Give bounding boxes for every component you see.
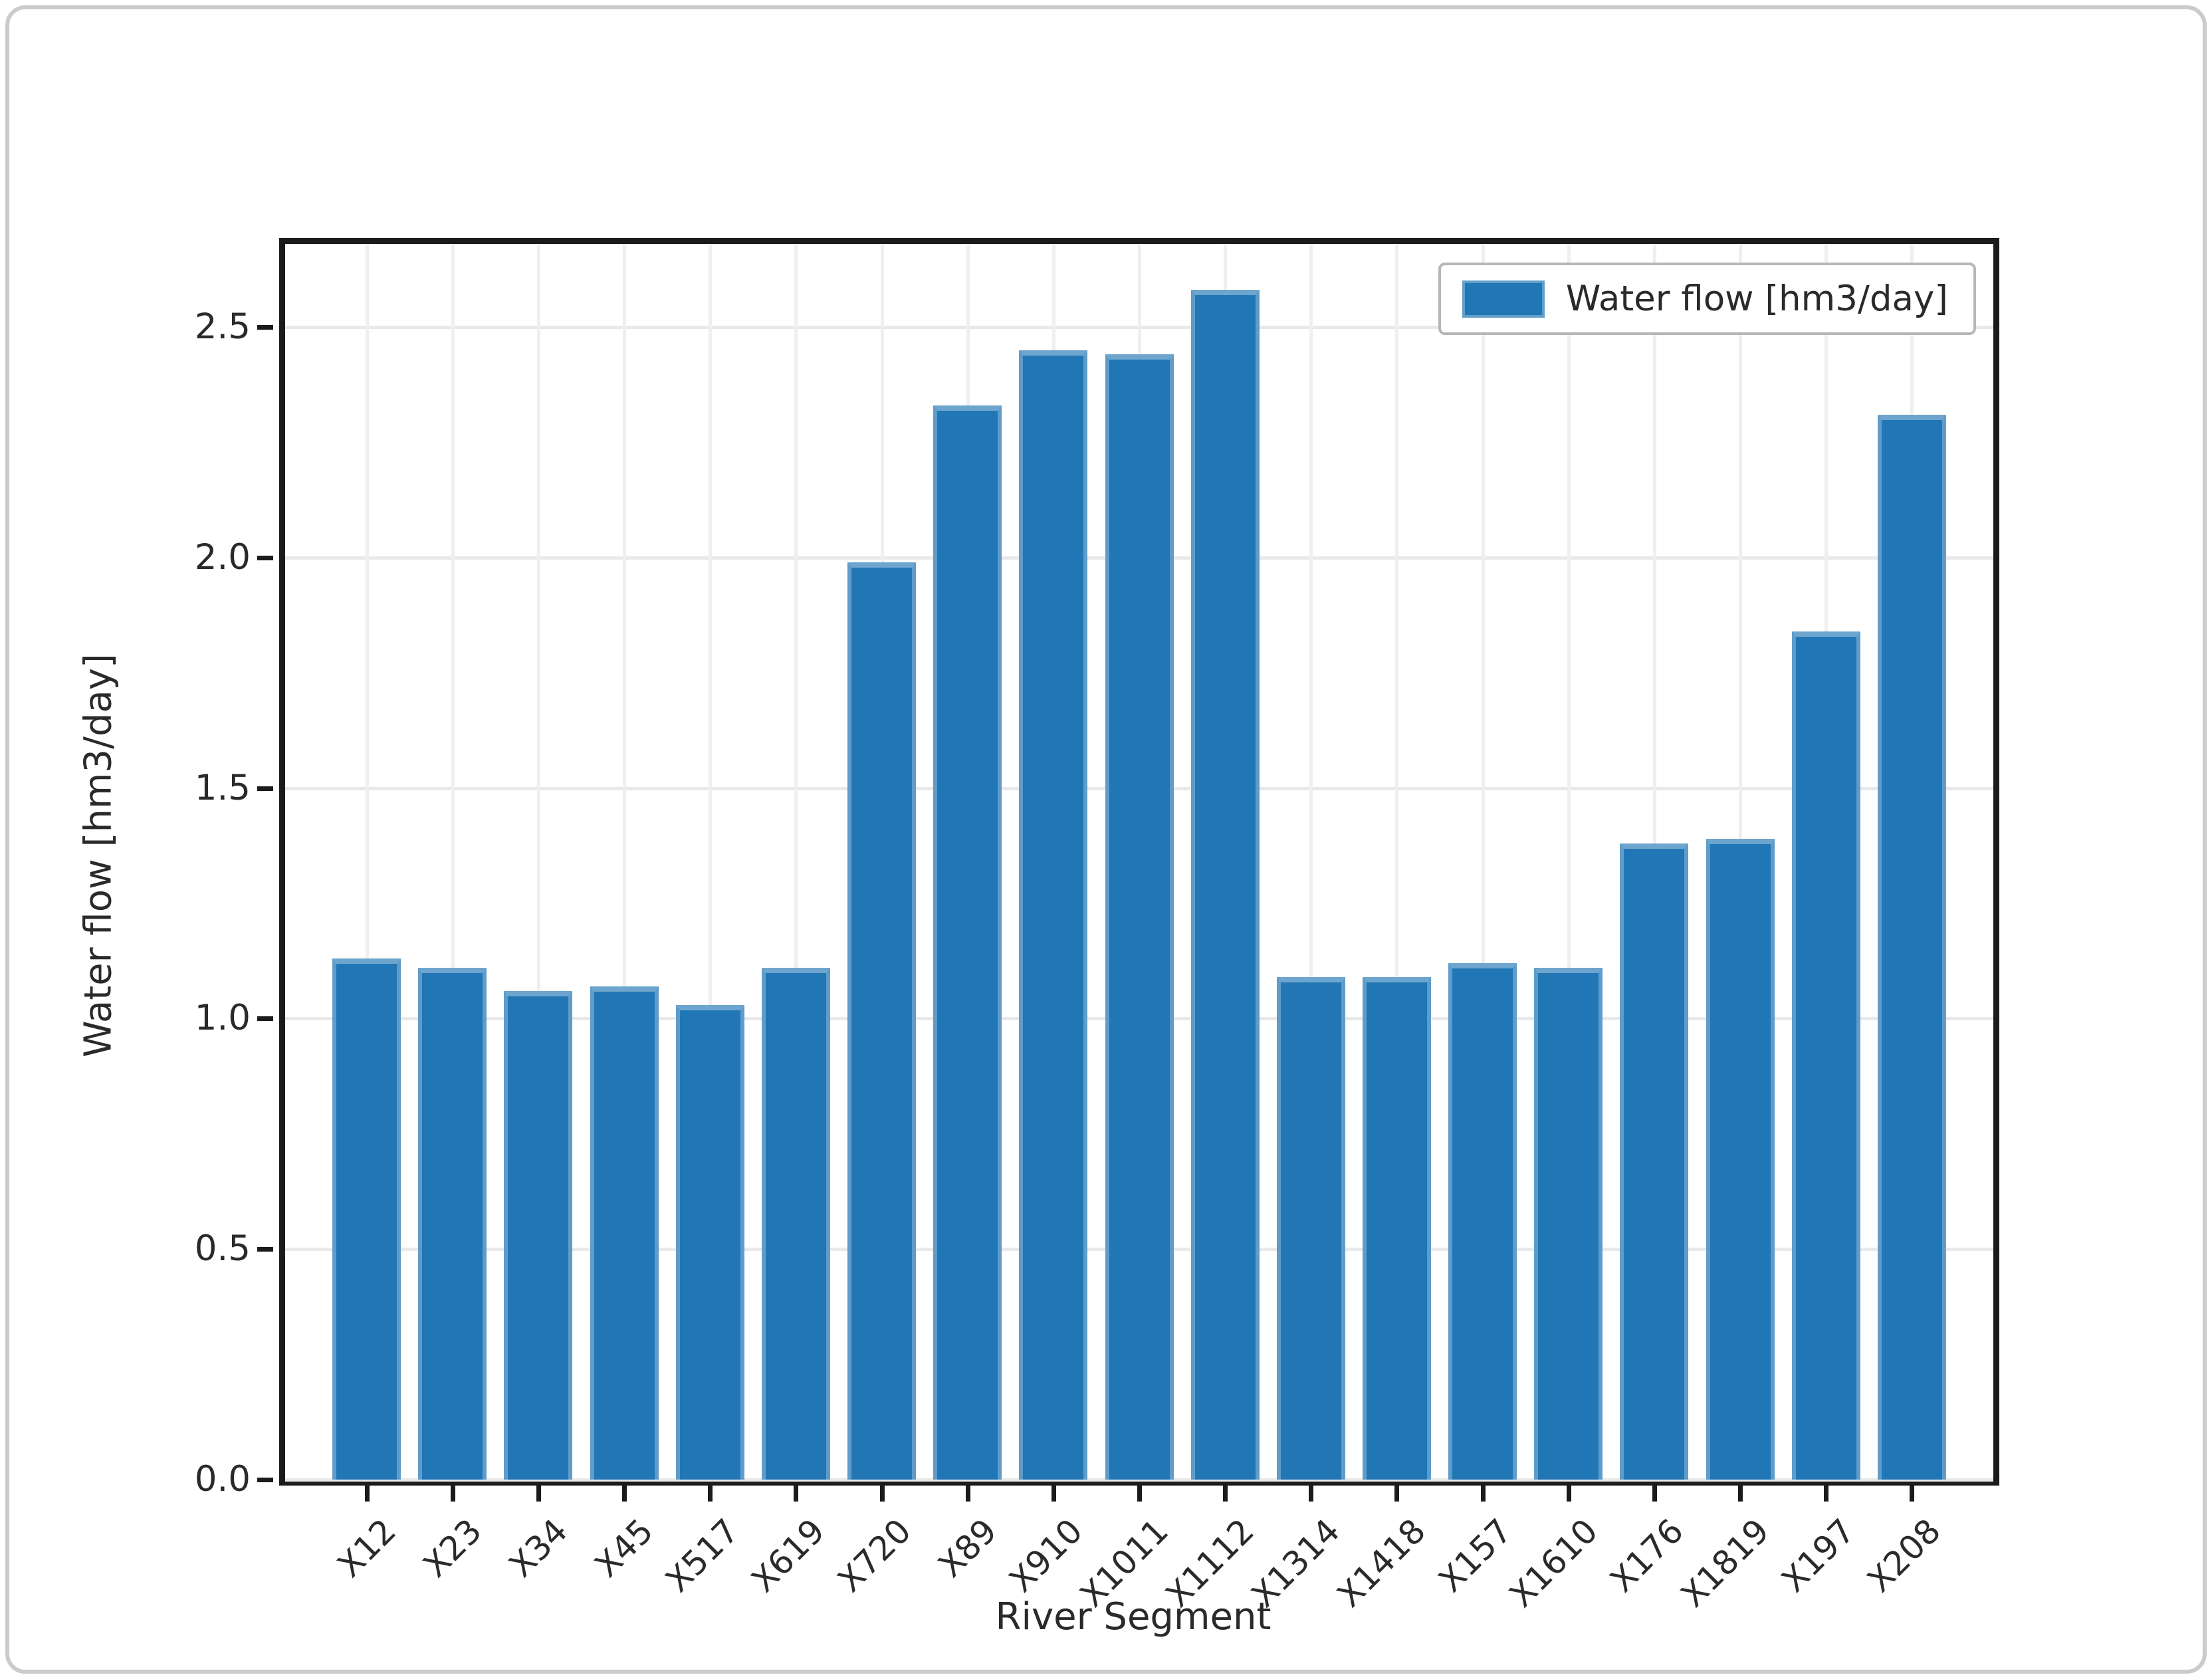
x-gridline <box>365 244 369 1480</box>
bar-X23 <box>418 968 487 1480</box>
y-axis-tick <box>257 1247 273 1252</box>
x-axis-tick <box>879 1486 885 1502</box>
y-axis-title-text: Water flow [hm3/day] <box>76 653 120 1058</box>
y-axis-tick <box>257 1478 273 1482</box>
x-axis-tick <box>1652 1486 1657 1502</box>
x-gridline <box>1567 244 1571 1480</box>
bar-X12 <box>332 958 401 1480</box>
x-gridline <box>451 244 455 1480</box>
bar-X197 <box>1792 631 1860 1480</box>
y-axis-tick <box>257 324 273 330</box>
bar-X1011 <box>1105 354 1174 1480</box>
y-axis-tick <box>257 555 273 560</box>
y-axis-tick <box>257 786 273 791</box>
y-tick-label: 2.0 <box>194 536 251 578</box>
y-tick-label: 1.5 <box>194 767 251 808</box>
bar-X1610 <box>1534 968 1603 1480</box>
legend: Water flow [hm3/day] <box>1438 263 1976 335</box>
bar-X1819 <box>1706 839 1775 1480</box>
x-axis-tick <box>364 1486 370 1502</box>
x-gridline <box>1481 244 1485 1480</box>
x-axis-tick <box>1137 1486 1142 1502</box>
bar-X1418 <box>1363 977 1431 1480</box>
x-axis-tick <box>708 1486 713 1502</box>
bar-X1314 <box>1277 977 1345 1480</box>
x-axis-tick <box>622 1486 627 1502</box>
bar-X45 <box>590 986 659 1480</box>
x-axis-title: River Segment <box>995 1595 1272 1638</box>
bar-X157 <box>1448 963 1517 1480</box>
bar-X910 <box>1019 350 1087 1480</box>
x-axis-tick <box>1824 1486 1829 1502</box>
y-axis-tick <box>257 1016 273 1022</box>
bar-X720 <box>847 562 916 1480</box>
x-gridline <box>623 244 627 1480</box>
x-gridline <box>1309 244 1313 1480</box>
x-axis-tick <box>1394 1486 1400 1502</box>
x-axis-tick <box>536 1486 541 1502</box>
x-gridline <box>709 244 713 1480</box>
bar-X208 <box>1878 415 1946 1480</box>
x-axis-tick <box>1910 1486 1915 1502</box>
x-axis-tick <box>1309 1486 1314 1502</box>
legend-swatch <box>1462 280 1545 318</box>
bar-X176 <box>1620 843 1688 1480</box>
bar-X34 <box>504 991 572 1480</box>
x-axis-tick <box>1223 1486 1228 1502</box>
bar-X1112 <box>1191 290 1260 1480</box>
x-axis-tick <box>794 1486 799 1502</box>
plot-area: Water flow [hm3/day] <box>279 238 1999 1486</box>
x-axis-tick <box>450 1486 455 1502</box>
x-axis-tick <box>1051 1486 1056 1502</box>
y-tick-label: 0.0 <box>194 1459 251 1500</box>
x-axis-tick <box>965 1486 970 1502</box>
y-tick-label: 1.0 <box>194 998 251 1039</box>
x-gridline <box>536 244 540 1480</box>
x-gridline <box>1395 244 1399 1480</box>
bar-X517 <box>676 1005 744 1480</box>
legend-label: Water flow [hm3/day] <box>1565 279 1948 319</box>
y-gridline <box>285 1478 1993 1482</box>
x-gridline <box>794 244 798 1480</box>
x-axis-tick <box>1566 1486 1571 1502</box>
bar-X619 <box>762 968 830 1480</box>
x-axis-tick <box>1480 1486 1486 1502</box>
x-axis-tick <box>1738 1486 1743 1502</box>
y-tick-label: 0.5 <box>194 1228 251 1270</box>
bar-X89 <box>933 405 1002 1480</box>
y-tick-label: 2.5 <box>194 306 251 347</box>
